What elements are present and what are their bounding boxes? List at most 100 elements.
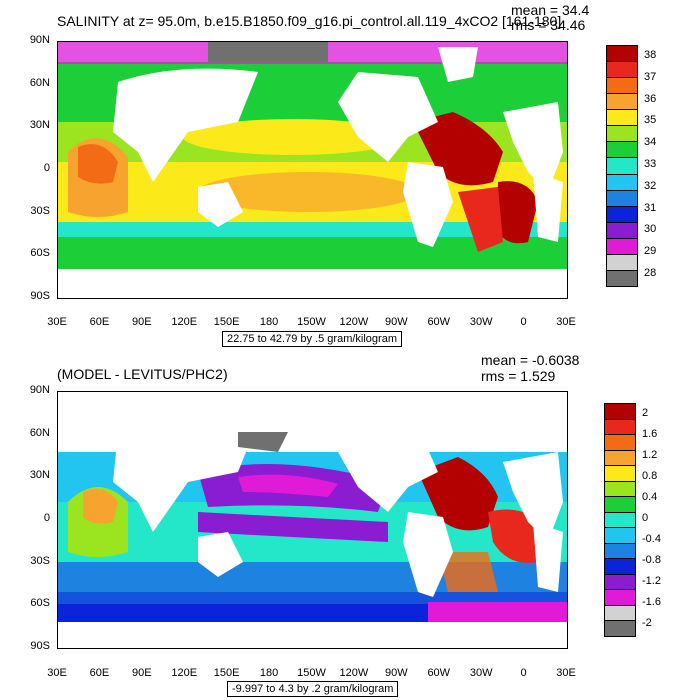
top-lat-label: 0 xyxy=(43,162,50,174)
bottom-colorbar-label: 0 xyxy=(642,512,649,524)
bottom-contour-caption: -9.997 to 4.3 by .2 gram/kilogram xyxy=(227,681,399,697)
top-rms-label: rms = 34.46 xyxy=(511,17,586,33)
bottom-colorbar-swatch xyxy=(605,590,635,606)
bottom-colorbar-swatch xyxy=(605,559,635,575)
bottom-lon-label: 60W xyxy=(427,667,451,679)
top-lon-label: 60E xyxy=(89,316,110,328)
bottom-colorbar-label: 2 xyxy=(642,406,649,419)
bottom-lon-label: 0 xyxy=(520,667,527,679)
top-lon-label: 180 xyxy=(259,316,279,328)
bottom-colorbar-label: 1.6 xyxy=(642,427,658,440)
bottom-colorbar-swatch xyxy=(605,543,635,560)
bottom-colorbar-swatch xyxy=(605,450,635,467)
bottom-colorbar-label: 0.4 xyxy=(642,490,658,503)
bottom-lat-label: 60S xyxy=(30,597,50,610)
top-colorbar-label: 37 xyxy=(644,70,657,83)
top-colorbar-swatch xyxy=(607,78,637,95)
bottom-difference-map xyxy=(57,391,568,649)
top-lat-label: 90N xyxy=(29,34,50,46)
bottom-lon-label: 30E xyxy=(47,667,67,679)
bottom-lon-label: 60E xyxy=(89,667,110,679)
top-colorbar xyxy=(606,45,638,287)
bottom-colorbar-label: -1.2 xyxy=(642,575,661,588)
bottom-colorbar-label: -0.8 xyxy=(642,554,661,567)
top-colorbar-label: 35 xyxy=(644,114,657,127)
bottom-lat-label: 60N xyxy=(29,426,50,439)
top-colorbar-label: 31 xyxy=(644,201,657,214)
top-lon-label: 120W xyxy=(339,316,369,328)
top-colorbar-label: 28 xyxy=(644,267,657,280)
top-lat-label: 60N xyxy=(29,76,50,89)
top-mean-label: mean = 34.4 xyxy=(511,2,590,18)
top-lon-label: 90E xyxy=(132,316,152,328)
bottom-lon-label: 120W xyxy=(339,667,369,679)
bottom-lon-label: 90W xyxy=(385,667,408,679)
top-lat-label: 30N xyxy=(29,119,50,132)
bottom-lat-label: 90N xyxy=(29,384,50,396)
top-colorbar-swatch xyxy=(607,270,637,286)
top-colorbar-swatch xyxy=(607,126,637,143)
bottom-lon-label: 90E xyxy=(132,667,152,679)
top-lat-label: 60S xyxy=(30,247,50,260)
bottom-lon-label: 120E xyxy=(171,667,198,679)
bottom-lat-label: 30S xyxy=(30,554,50,567)
bottom-colorbar-swatch xyxy=(605,528,635,544)
bottom-map-graphic xyxy=(58,392,567,648)
bottom-lon-label: 30W xyxy=(469,667,493,679)
bottom-colorbar-swatch xyxy=(605,466,635,482)
top-colorbar-swatch xyxy=(607,142,637,159)
top-colorbar-label: 32 xyxy=(644,179,657,192)
top-colorbar-label: 29 xyxy=(644,245,657,258)
bottom-colorbar xyxy=(604,403,636,637)
top-lat-label: 90S xyxy=(30,290,50,302)
top-colorbar-swatch xyxy=(607,94,637,111)
bottom-lon-label: 30E xyxy=(556,667,576,679)
top-colorbar-label: 38 xyxy=(644,48,657,61)
top-salinity-map xyxy=(57,41,568,299)
bottom-colorbar-swatch xyxy=(605,481,635,498)
top-colorbar-swatch xyxy=(607,190,637,207)
top-lon-label: 150E xyxy=(213,316,240,328)
top-contour-caption: 22.75 to 42.79 by .5 gram/kilogram xyxy=(222,331,402,347)
top-colorbar-swatch xyxy=(607,46,637,63)
bottom-colorbar-swatch xyxy=(605,605,635,622)
top-colorbar-swatch xyxy=(607,206,637,223)
top-colorbar-label: 33 xyxy=(644,158,657,170)
top-colorbar-swatch xyxy=(607,110,637,127)
top-colorbar-swatch xyxy=(607,174,637,191)
top-lon-label: 30W xyxy=(469,316,493,328)
top-lat-label: 30S xyxy=(30,204,50,217)
bottom-lon-label: 150E xyxy=(213,667,240,679)
top-map-title: SALINITY at z= 95.0m, b.e15.B1850.f09_g1… xyxy=(57,13,562,29)
top-lon-label: 30E xyxy=(47,316,67,328)
bottom-colorbar-swatch xyxy=(605,404,635,420)
bottom-colorbar-label: -2 xyxy=(642,617,652,630)
bottom-lon-label: 150W xyxy=(297,667,326,679)
top-lon-label: 0 xyxy=(520,316,527,328)
top-colorbar-label: 36 xyxy=(644,92,657,105)
top-colorbar-swatch xyxy=(607,158,637,175)
top-colorbar-swatch xyxy=(607,62,637,79)
bottom-lon-label: 180 xyxy=(259,667,279,679)
bottom-mean-label: mean = -0.6038 xyxy=(481,352,580,368)
bottom-rms-label: rms = 1.529 xyxy=(481,368,556,384)
top-colorbar-label: 30 xyxy=(644,223,657,236)
bottom-map-title: (MODEL - LEVITUS/PHC2) xyxy=(57,366,228,382)
top-colorbar-swatch xyxy=(607,238,637,255)
bottom-lat-label: 0 xyxy=(43,512,50,524)
bottom-colorbar-label: -1.6 xyxy=(642,596,661,609)
bottom-colorbar-swatch xyxy=(605,435,635,451)
top-colorbar-swatch xyxy=(607,254,637,271)
bottom-colorbar-swatch xyxy=(605,574,635,591)
top-colorbar-swatch xyxy=(607,222,637,239)
bottom-colorbar-swatch xyxy=(605,497,635,513)
bottom-colorbar-swatch xyxy=(605,512,635,529)
top-lon-label: 120E xyxy=(171,316,198,328)
bottom-lat-label: 30N xyxy=(29,469,50,482)
bottom-lat-label: 90S xyxy=(30,640,50,652)
top-lon-label: 30E xyxy=(556,316,576,328)
bottom-colorbar-label: -0.4 xyxy=(642,533,661,546)
top-lon-label: 150W xyxy=(297,316,326,328)
bottom-colorbar-label: 0.8 xyxy=(642,469,658,482)
top-map-graphic xyxy=(58,42,567,298)
